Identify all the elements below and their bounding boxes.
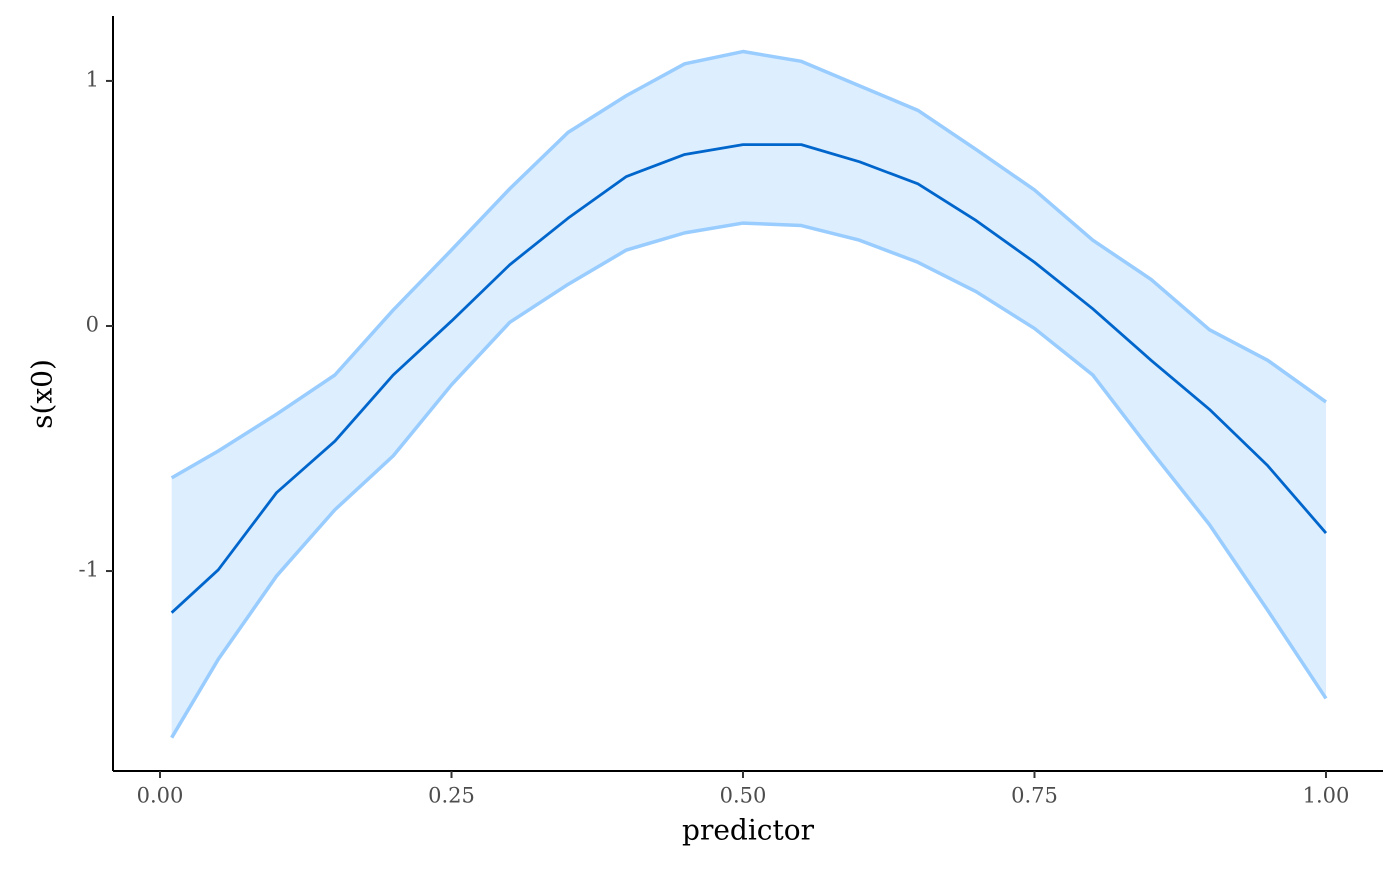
x-tick-label: 0.50 bbox=[720, 784, 767, 808]
x-axis-title: predictor bbox=[682, 814, 815, 847]
y-tick-label: 0 bbox=[86, 312, 99, 336]
upper-bound-line bbox=[170, 49, 1327, 480]
lower-bound-line bbox=[170, 221, 1328, 739]
x-tick-label: 0.25 bbox=[428, 784, 475, 808]
x-tick-label: 0.00 bbox=[137, 784, 184, 808]
y-axis-title: s(x0) bbox=[26, 359, 59, 429]
mean-line bbox=[170, 143, 1328, 614]
confidence-band bbox=[171, 51, 1326, 738]
y-tick-label: 1 bbox=[86, 67, 99, 91]
x-tick-label: 0.75 bbox=[1011, 784, 1058, 808]
x-tick-label: 1.00 bbox=[1303, 784, 1350, 808]
y-tick-label: -1 bbox=[79, 558, 99, 582]
